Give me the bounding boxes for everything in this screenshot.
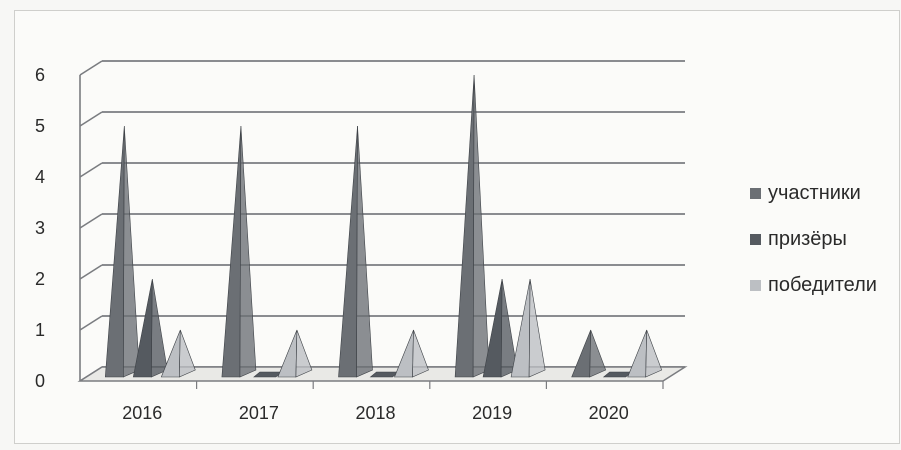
pyramid-mark bbox=[295, 329, 313, 378]
gridline-depth bbox=[79, 315, 103, 331]
pyramid-mark bbox=[645, 329, 663, 378]
chart-frame: 0 1 2 3 4 5 6 2016 2017 2018 2019 2020 участники пр… bbox=[14, 10, 900, 444]
legend: участники призёры победители bbox=[750, 181, 877, 319]
pyramid-mark bbox=[510, 278, 531, 378]
x-tick-label: 2017 bbox=[239, 403, 279, 423]
legend-label-winners: победители bbox=[768, 273, 877, 296]
gridline-depth bbox=[79, 264, 103, 280]
pyramid-mark bbox=[589, 329, 607, 378]
pyramid-mark bbox=[277, 329, 298, 378]
pyramid-mark bbox=[122, 125, 140, 378]
gridline-depth bbox=[79, 111, 103, 127]
gridline-depth bbox=[79, 162, 103, 178]
pyramid-mark bbox=[412, 329, 429, 378]
y-tick-label: 5 bbox=[35, 116, 45, 136]
pyramid-mark bbox=[500, 278, 518, 378]
y-tick-label: 4 bbox=[35, 167, 45, 187]
pyramid-mark bbox=[528, 278, 546, 378]
x-tick-label: 2019 bbox=[472, 403, 512, 423]
pyramid-bar-chart: 0 1 2 3 4 5 6 2016 2017 2018 2019 2020 bbox=[35, 60, 688, 423]
pyramid-mark bbox=[571, 329, 591, 378]
legend-item-prize-winners: призёры bbox=[750, 227, 877, 251]
y-tick-label: 1 bbox=[35, 320, 45, 340]
pyramid-mark bbox=[239, 125, 257, 378]
pyramid-mark bbox=[454, 74, 475, 378]
legend-item-winners: победители bbox=[750, 273, 877, 297]
gridline-depth bbox=[79, 60, 103, 76]
y-tick-label: 0 bbox=[35, 371, 45, 391]
pyramid-mark bbox=[356, 125, 373, 378]
legend-swatch-prize-winners bbox=[750, 233, 761, 245]
legend-swatch-winners bbox=[750, 279, 761, 291]
gridline-depth bbox=[79, 213, 103, 229]
x-tick-label: 2018 bbox=[355, 403, 395, 423]
y-tick-label: 3 bbox=[35, 218, 45, 238]
x-tick-label: 2020 bbox=[589, 403, 629, 423]
pyramid-mark bbox=[178, 329, 196, 378]
legend-label-participants: участники bbox=[768, 181, 861, 204]
y-tick-label: 2 bbox=[35, 269, 45, 289]
pyramid-mark bbox=[627, 329, 647, 378]
x-tick-label: 2016 bbox=[122, 403, 162, 423]
pyramid-mark bbox=[150, 278, 168, 378]
y-tick-label: 6 bbox=[35, 65, 45, 85]
pyramid-mark bbox=[394, 329, 414, 378]
legend-swatch-participants bbox=[750, 187, 761, 199]
legend-item-participants: участники bbox=[750, 181, 877, 205]
pyramid-mark bbox=[472, 74, 490, 378]
legend-label-prize-winners: призёры bbox=[768, 227, 847, 250]
